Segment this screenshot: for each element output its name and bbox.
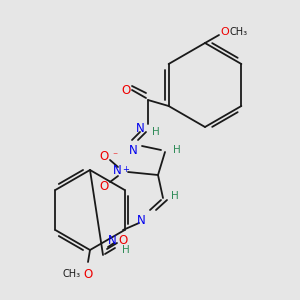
- Text: N: N: [112, 164, 122, 176]
- Text: N: N: [136, 214, 146, 226]
- Text: O: O: [99, 179, 109, 193]
- Text: CH₃: CH₃: [63, 269, 81, 279]
- Text: N: N: [129, 143, 137, 157]
- Text: ⁻: ⁻: [112, 151, 118, 161]
- Text: H: H: [173, 145, 181, 155]
- Text: O: O: [220, 27, 230, 37]
- Text: +: +: [123, 166, 129, 175]
- Text: O: O: [83, 268, 93, 281]
- Text: H: H: [171, 191, 179, 201]
- Text: N: N: [108, 233, 116, 247]
- Text: CH₃: CH₃: [230, 27, 248, 37]
- Text: H: H: [122, 245, 130, 255]
- Text: N: N: [136, 122, 144, 134]
- Text: O: O: [122, 83, 130, 97]
- Text: O: O: [118, 235, 127, 248]
- Text: H: H: [152, 127, 160, 137]
- Text: O: O: [99, 149, 109, 163]
